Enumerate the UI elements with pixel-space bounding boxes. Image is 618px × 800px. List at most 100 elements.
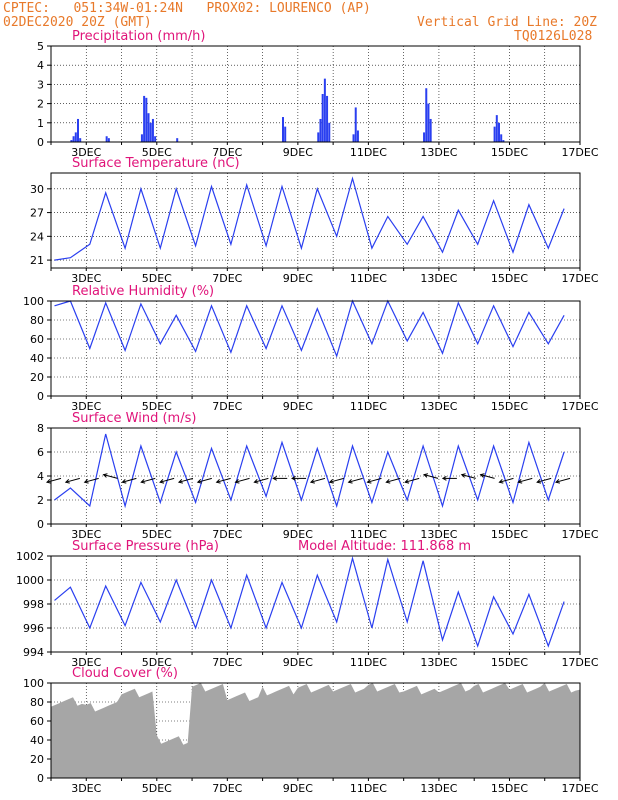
x-tick-label: 15DEC: [491, 528, 528, 541]
wind-arrow: [178, 477, 194, 483]
precip-bar: [145, 97, 148, 142]
wind-arrow: [329, 477, 344, 483]
precip-bar: [317, 132, 320, 142]
wind-arrow-head: [159, 479, 165, 484]
precip-bar: [500, 134, 503, 142]
wind-arrow-head: [517, 479, 523, 484]
y-tick-label: 998: [23, 598, 44, 611]
wind-arrow: [555, 477, 571, 483]
x-tick-label: 7DEC: [212, 656, 242, 669]
precip-bar: [154, 136, 157, 142]
precip-bar: [323, 78, 326, 142]
x-tick-label: 17DEC: [561, 656, 598, 669]
series-line: [54, 299, 565, 358]
y-tick-label: 100: [23, 677, 44, 690]
x-tick-label: 9DEC: [283, 782, 313, 795]
x-tick-label: 9DEC: [283, 528, 313, 541]
wind-arrow: [367, 477, 382, 483]
precip-bar: [425, 88, 428, 142]
wind-arrow: [499, 477, 514, 483]
panel-annotation: Model Altitude: 111.868 m: [298, 539, 471, 554]
cloud-cover-area: [51, 683, 580, 778]
wind-arrow-head: [121, 479, 127, 484]
wind-arrow: [84, 477, 99, 483]
series-line: [54, 176, 565, 261]
wind-arrow-head: [441, 476, 447, 481]
y-tick-label: 4: [37, 59, 44, 72]
wind-arrow: [386, 477, 401, 483]
precip-bar: [493, 126, 496, 142]
y-tick-label: 20: [30, 371, 44, 384]
x-tick-label: 9DEC: [283, 146, 313, 159]
series-5: [54, 556, 565, 648]
wind-arrow-head: [404, 479, 410, 484]
wind-arrow-head: [234, 479, 240, 484]
panel-frame: [50, 300, 581, 397]
wind-arrow-head: [177, 479, 183, 484]
header-model-id: TQ0126L028: [514, 29, 593, 44]
panel-frame: [50, 172, 581, 269]
wind-arrow: [65, 477, 80, 483]
panel-3: 0 20 40 60 80 100 3DEC 5DEC 7DEC 9DEC 11DEC 13DEC 15…: [23, 284, 599, 413]
x-tick-label: 7DEC: [212, 146, 242, 159]
precip-bar: [74, 132, 77, 142]
header-datetime: 02DEC2020 20Z (GMT): [3, 15, 152, 30]
wind-arrow: [141, 477, 156, 483]
wind-arrow-head: [554, 479, 561, 484]
wind-arrow-head: [215, 479, 221, 484]
wind-arrow-head: [460, 473, 466, 478]
precip-bar: [281, 117, 284, 142]
wind-arrow-head: [385, 479, 391, 484]
wind-arrow: [159, 477, 175, 483]
x-tick-label: 15DEC: [491, 782, 528, 795]
y-tick-label: 40: [30, 734, 44, 747]
x-tick-label: 13DEC: [420, 656, 457, 669]
x-tick-label: 17DEC: [561, 528, 598, 541]
wind-arrow: [348, 477, 363, 483]
x-tick-label: 11DEC: [350, 400, 387, 413]
x-tick-label: 7DEC: [212, 272, 242, 285]
y-tick-label: 2: [37, 98, 44, 111]
panel-4: 0 2 4 6 8 3DEC 5DEC 7DEC 9DEC 11DEC 13DEC 15DEC 17DE…: [37, 411, 599, 541]
x-tick-label: 11DEC: [350, 528, 387, 541]
wind-arrow-head: [423, 473, 429, 478]
x-tick-label: 11DEC: [350, 782, 387, 795]
wind-arrow-head: [45, 479, 52, 484]
y-tick-label: 996: [23, 622, 44, 635]
header-line1: CPTEC: 051:34W-01:24N PROX02: LOURENCO (…: [3, 1, 371, 16]
x-tick-label: 3DEC: [71, 528, 101, 541]
precip-bar: [143, 95, 146, 142]
panel-5: 994 996 998 1000 1002 3DEC 5DEC 7DEC 9DEC 11DEC 13…: [16, 539, 599, 669]
precip-bar: [176, 138, 179, 142]
wind-arrow-head: [140, 479, 146, 484]
panel-frame: [50, 555, 581, 653]
panel-title: Surface Temperature (nC): [72, 156, 240, 171]
y-tick-label: 100: [23, 295, 44, 308]
x-tick-label: 13DEC: [420, 400, 457, 413]
precip-bar: [502, 140, 505, 142]
y-tick-label: 27: [30, 207, 44, 220]
x-tick-label: 5DEC: [142, 400, 172, 413]
wind-arrow-head: [328, 479, 334, 484]
x-tick-label: 9DEC: [283, 656, 313, 669]
precip-bar: [429, 118, 432, 142]
y-tick-label: 0: [37, 136, 44, 149]
wind-arrow-head: [196, 479, 202, 484]
x-tick-label: 5DEC: [142, 528, 172, 541]
y-tick-label: 80: [30, 696, 44, 709]
x-tick-label: 3DEC: [71, 400, 101, 413]
series-3: [54, 299, 565, 358]
panel-title: Precipitation (mm/h): [72, 29, 205, 44]
y-tick-label: 0: [37, 390, 44, 403]
y-tick-label: 20: [30, 753, 44, 766]
x-tick-label: 17DEC: [561, 272, 598, 285]
x-tick-label: 5DEC: [142, 272, 172, 285]
y-tick-label: 6: [37, 446, 44, 459]
x-tick-label: 15DEC: [491, 400, 528, 413]
panel-title: Cloud Cover (%): [72, 666, 178, 681]
y-tick-label: 3: [37, 78, 44, 91]
wind-arrow: [197, 477, 212, 483]
precip-bar: [105, 136, 108, 142]
x-tick-label: 17DEC: [561, 400, 598, 413]
